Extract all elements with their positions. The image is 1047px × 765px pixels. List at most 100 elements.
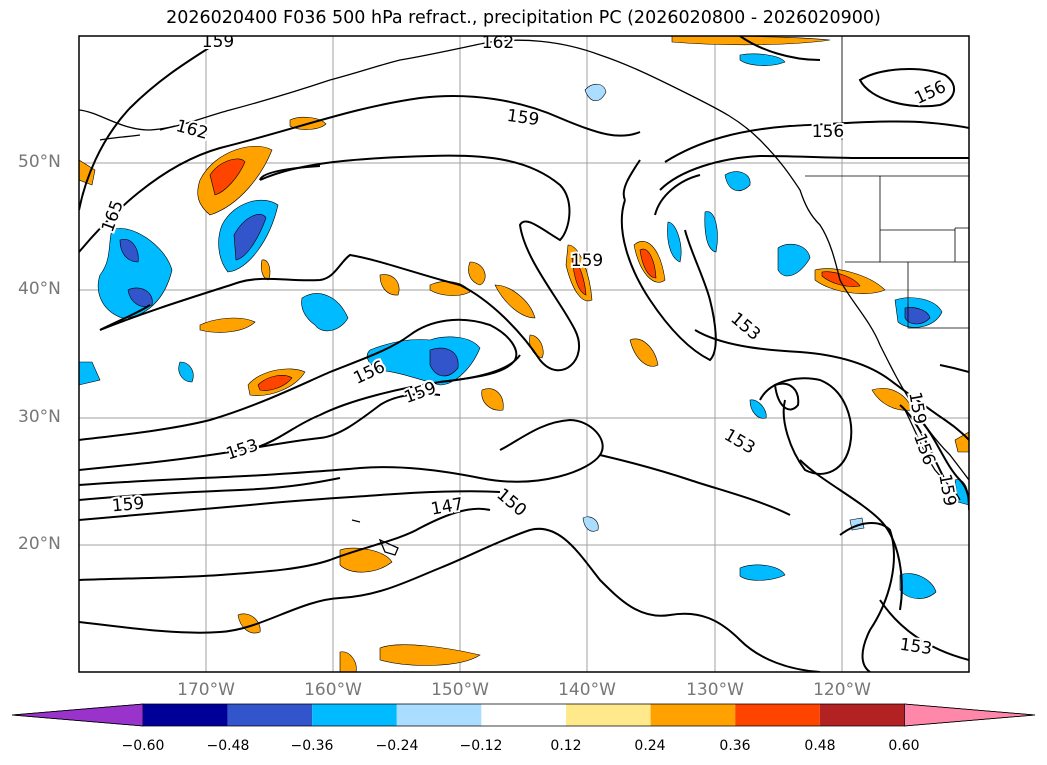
- precip-blob: [871, 388, 913, 411]
- precip-blob: [301, 293, 349, 332]
- contour-line: [664, 120, 969, 163]
- contour-line: [659, 154, 969, 191]
- precip-blob: [429, 347, 459, 377]
- weather-map: 159 162 159 156 156 162 165 159 153 156 …: [78, 32, 970, 673]
- precip-blob: [571, 257, 587, 296]
- contour-line: [259, 165, 321, 181]
- contour-line: [79, 418, 604, 486]
- colorbar-tick: −0.24: [375, 738, 419, 754]
- colorbar-outline: [11, 703, 1036, 727]
- contour-line: [79, 392, 441, 471]
- precip-blob: [899, 573, 937, 599]
- map-title: 2026020400 F036 500 hPa refract., precip…: [166, 8, 881, 28]
- contour-line: [79, 507, 491, 581]
- coastline-islands: [99, 125, 176, 141]
- contour-line: [773, 382, 800, 411]
- contour-label: 159: [111, 494, 145, 517]
- precip-blob: [197, 146, 273, 216]
- precip-blob: [119, 239, 139, 263]
- colorbar-tick: −0.48: [206, 738, 250, 754]
- contour-label: 159: [202, 32, 234, 52]
- lon-label-120w: 120°W: [813, 680, 871, 700]
- borders: [805, 36, 969, 329]
- precip-blob: [257, 375, 293, 391]
- precip-blob: [233, 214, 267, 261]
- precip-blob: [667, 221, 682, 263]
- precip-blob: [178, 361, 194, 383]
- colorbar-tick: 0.36: [719, 738, 751, 754]
- contour-label: 159: [506, 106, 541, 130]
- contour-line: [99, 154, 581, 372]
- precip-blob: [209, 158, 246, 196]
- precip-blob: [79, 159, 96, 186]
- precip-blob: [749, 399, 767, 419]
- precip-blob: [379, 274, 400, 296]
- lon-label-150w: 150°W: [431, 680, 489, 700]
- contour-line: [79, 490, 501, 521]
- precip-blob: [777, 243, 811, 277]
- precip-blob: [199, 317, 256, 333]
- contour-line: [79, 527, 821, 672]
- colorbar-segment: [143, 704, 228, 726]
- colorbar-segment: [227, 704, 313, 726]
- contour-line: [839, 522, 895, 672]
- coastline-alaska: [79, 39, 969, 481]
- lat-label-20: 20°N: [18, 534, 61, 554]
- contour-line: [622, 159, 641, 201]
- colorbar-extend-low: [11, 703, 144, 727]
- colorbar-tick: −0.60: [121, 738, 165, 754]
- contour-line: [799, 459, 903, 611]
- contour-line: [620, 199, 717, 362]
- lat-label-50: 50°N: [18, 152, 61, 172]
- colorbar-segment: [566, 704, 651, 726]
- precip-blob: [821, 271, 861, 287]
- precip-blob: [481, 388, 504, 411]
- contour-line: [694, 329, 969, 441]
- contour-lines: [79, 36, 969, 672]
- precip-blob: [79, 361, 101, 386]
- precip-blob: [339, 547, 393, 573]
- coastline-baja: [904, 409, 961, 501]
- precip-shading: [79, 36, 969, 672]
- precip-blob: [704, 211, 718, 253]
- contour-line: [654, 174, 701, 216]
- contour-line: [759, 377, 853, 475]
- precip-blob: [339, 651, 357, 672]
- precip-blob: [529, 334, 544, 359]
- precip-blob: [584, 83, 607, 102]
- colorbar-tick: 0.12: [550, 738, 582, 754]
- colorbar-segment: [650, 704, 736, 726]
- precip-blob: [739, 53, 786, 66]
- coastlines: [79, 39, 969, 556]
- precip-blob: [629, 338, 659, 367]
- colorbar-segment: [481, 704, 566, 726]
- precip-blob: [468, 261, 486, 286]
- hawaii-islands: [351, 519, 399, 556]
- colorbar-segment: [396, 704, 482, 726]
- colorbar-tick: −0.12: [459, 738, 503, 754]
- contour-line: [99, 304, 151, 331]
- precip-blob: [582, 516, 599, 532]
- plot-frame: [78, 35, 970, 673]
- precip-blob: [237, 613, 261, 634]
- precip-blob: [904, 307, 931, 325]
- lon-label-130w: 130°W: [686, 680, 744, 700]
- contour-line: [858, 67, 955, 108]
- colorbar-segment: [819, 704, 905, 726]
- contour-label: 162: [482, 33, 514, 53]
- contour-line: [79, 318, 518, 449]
- colorbar-tick: 0.24: [634, 738, 666, 754]
- precip-blob: [127, 287, 153, 307]
- precip-blob: [260, 259, 271, 281]
- contour-line: [739, 36, 821, 61]
- colorbar-tick: 0.48: [804, 738, 836, 754]
- precip-blob: [379, 644, 481, 666]
- lon-label-170w: 170°W: [177, 680, 235, 700]
- contour-line: [79, 95, 641, 253]
- colorbar-segment: [735, 704, 820, 726]
- contour-line: [879, 599, 969, 661]
- colorbar-tick: −0.36: [290, 738, 334, 754]
- colorbar-extend-high: [904, 703, 1036, 727]
- precip-blob: [739, 564, 786, 581]
- lat-label-30: 30°N: [18, 407, 61, 427]
